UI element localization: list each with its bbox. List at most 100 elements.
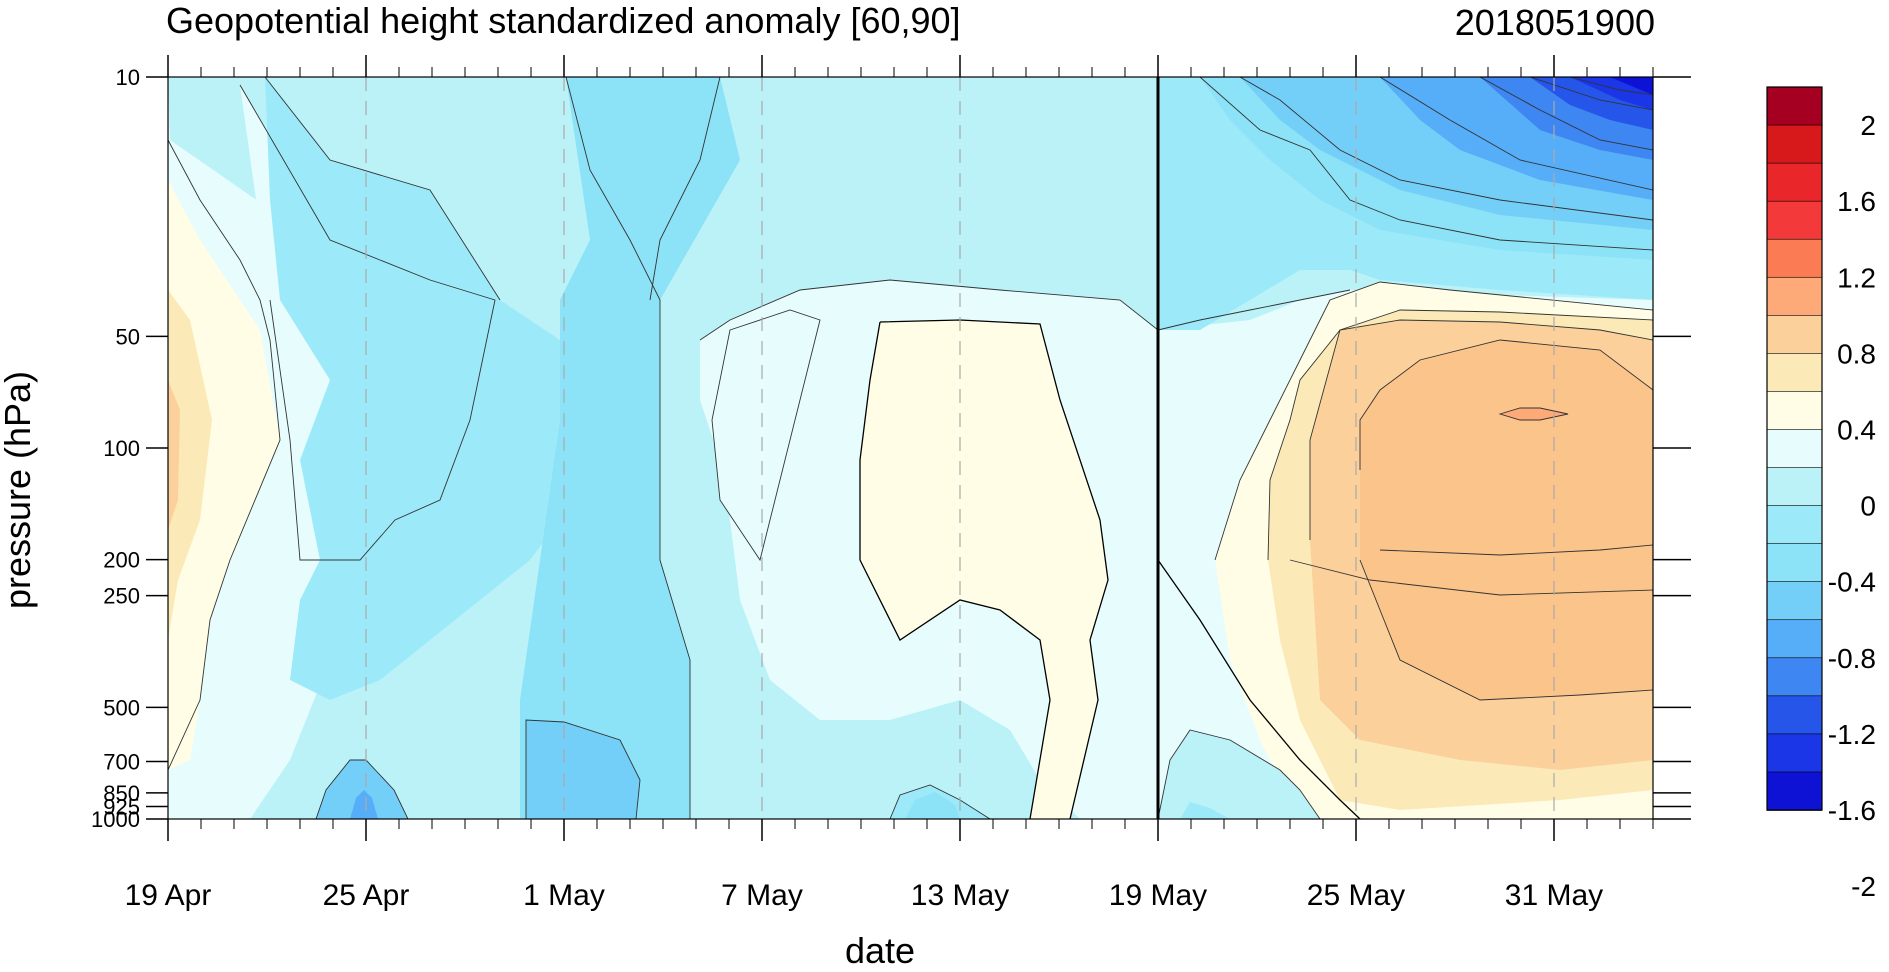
colorbar-label: 2 — [1860, 110, 1876, 141]
colorbar-swatch — [1766, 543, 1823, 583]
contour-line — [1479, 77, 1653, 151]
x-tick-label: 7 May — [721, 879, 803, 912]
colorbar-label: 1.6 — [1837, 186, 1876, 217]
colorbar-frame — [1766, 86, 1823, 811]
x-axis: 19 Apr 25 Apr 1 May 7 May 13 May 19 May 25 May… — [125, 55, 1654, 912]
colorbar-label: -1.6 — [1828, 795, 1876, 826]
colorbar-swatch — [1766, 581, 1823, 621]
colorbar-swatch — [1766, 467, 1823, 507]
colorbar-label: -2 — [1851, 871, 1876, 902]
colorbar-swatch — [1766, 86, 1823, 126]
x-tick-label: 31 May — [1505, 879, 1603, 912]
small-dip-may13-core — [905, 792, 960, 819]
colorbar-label: -1.2 — [1828, 719, 1876, 750]
y-tick-label: 500 — [103, 695, 140, 720]
contour-line — [1289, 559, 1653, 596]
colorbar-label: 0.4 — [1837, 414, 1876, 445]
contour-line — [1379, 544, 1653, 556]
blue-dip-left — [316, 760, 408, 819]
strat-upper-right-6 — [1530, 77, 1653, 130]
strat-upper-right-8 — [1610, 77, 1653, 95]
contour-line — [1309, 319, 1653, 540]
colorbar-swatch — [1766, 391, 1823, 431]
x-axis-label: date — [845, 930, 916, 971]
contour-line — [1359, 559, 1653, 701]
contour-line — [565, 77, 691, 819]
y-tick-label: 850 — [103, 781, 140, 806]
contour-line — [1359, 339, 1653, 470]
colorbar-label: 0.8 — [1837, 338, 1876, 369]
contour-line — [1157, 289, 1351, 331]
colorbar-swatch — [1766, 200, 1823, 241]
x-tick-label: 13 May — [911, 879, 1009, 912]
colorbar-label: -0.8 — [1828, 643, 1876, 674]
x-tick-label: 1 May — [523, 879, 605, 912]
contour-line — [1157, 559, 1361, 819]
strat-upper-right-5 — [1480, 77, 1653, 160]
contour-line — [525, 719, 641, 819]
contour-line — [1214, 281, 1653, 561]
colorbar-swatch — [1766, 124, 1823, 164]
contour-line — [315, 759, 409, 819]
y-tick-label: 50 — [116, 324, 140, 349]
contour-line — [264, 77, 501, 301]
orange-left — [168, 380, 180, 530]
y-tick-label: 1000 — [91, 807, 140, 832]
blue-dip-center — [526, 720, 640, 819]
colorbar-swatch — [1766, 733, 1823, 773]
colorbar-swatch — [1766, 353, 1823, 393]
colorbar-swatch — [1766, 771, 1823, 811]
colorbar-label: 1.2 — [1837, 262, 1876, 293]
contour-line — [1379, 77, 1653, 191]
x-tick-label: 25 May — [1307, 879, 1405, 912]
y-tick-label: 10 — [116, 65, 140, 90]
y-tick-label: 200 — [103, 548, 140, 573]
contour-line — [239, 84, 496, 561]
contour-line — [1157, 729, 1321, 819]
contour-line — [1569, 77, 1653, 96]
strat-band-midleft — [265, 77, 560, 700]
chart-title: Geopotential height standardized anomaly… — [166, 0, 961, 41]
y-tick-label: 700 — [103, 750, 140, 775]
colorbar-swatch — [1766, 238, 1823, 279]
strat-upper-right-3 — [1240, 77, 1653, 230]
colorbar-label: -0.4 — [1828, 567, 1876, 598]
strat-upper-right-4 — [1380, 77, 1653, 200]
central-column — [520, 77, 740, 819]
contour-line — [711, 309, 821, 562]
colorbar-label: 0 — [1860, 491, 1876, 522]
yellow-left — [168, 290, 212, 640]
x-tick-label: 19 May — [1109, 879, 1207, 912]
colorbar-swatch — [1766, 429, 1823, 469]
contour-line — [1267, 309, 1653, 561]
colorbar-swatch — [1766, 162, 1823, 202]
contour-line — [859, 321, 1051, 819]
colorbar-swatch — [1766, 276, 1823, 317]
contour-line — [168, 139, 281, 771]
y-tick-label: 250 — [103, 584, 140, 609]
colorbar-swatch — [1766, 315, 1823, 355]
contour-line-layer — [168, 77, 1653, 819]
colorbar-swatch — [1766, 695, 1823, 735]
contour-fill-layer — [168, 77, 1653, 819]
darker-orange-right — [1360, 340, 1653, 700]
low-level-right-dip — [1158, 730, 1320, 819]
x-tick-label: 25 Apr — [323, 879, 410, 912]
low-level-right-dip2 — [1180, 802, 1230, 819]
x-tick-label: 19 Apr — [125, 879, 212, 912]
contour-line — [889, 784, 991, 819]
contour-line — [699, 279, 1159, 341]
contour-line — [879, 319, 1109, 819]
pale-yellow-left — [168, 180, 280, 770]
y-tick-label: 100 — [103, 436, 140, 461]
neutral-island — [712, 310, 820, 560]
contour-line — [1239, 77, 1653, 221]
pale-yellow-midmay — [860, 320, 1108, 819]
chart-date-stamp: 2018051900 — [1454, 2, 1655, 43]
contour-line — [649, 77, 721, 301]
contour-line — [1529, 77, 1653, 111]
blue-dip-core — [350, 790, 378, 819]
y-tick-label: 925 — [103, 794, 140, 819]
